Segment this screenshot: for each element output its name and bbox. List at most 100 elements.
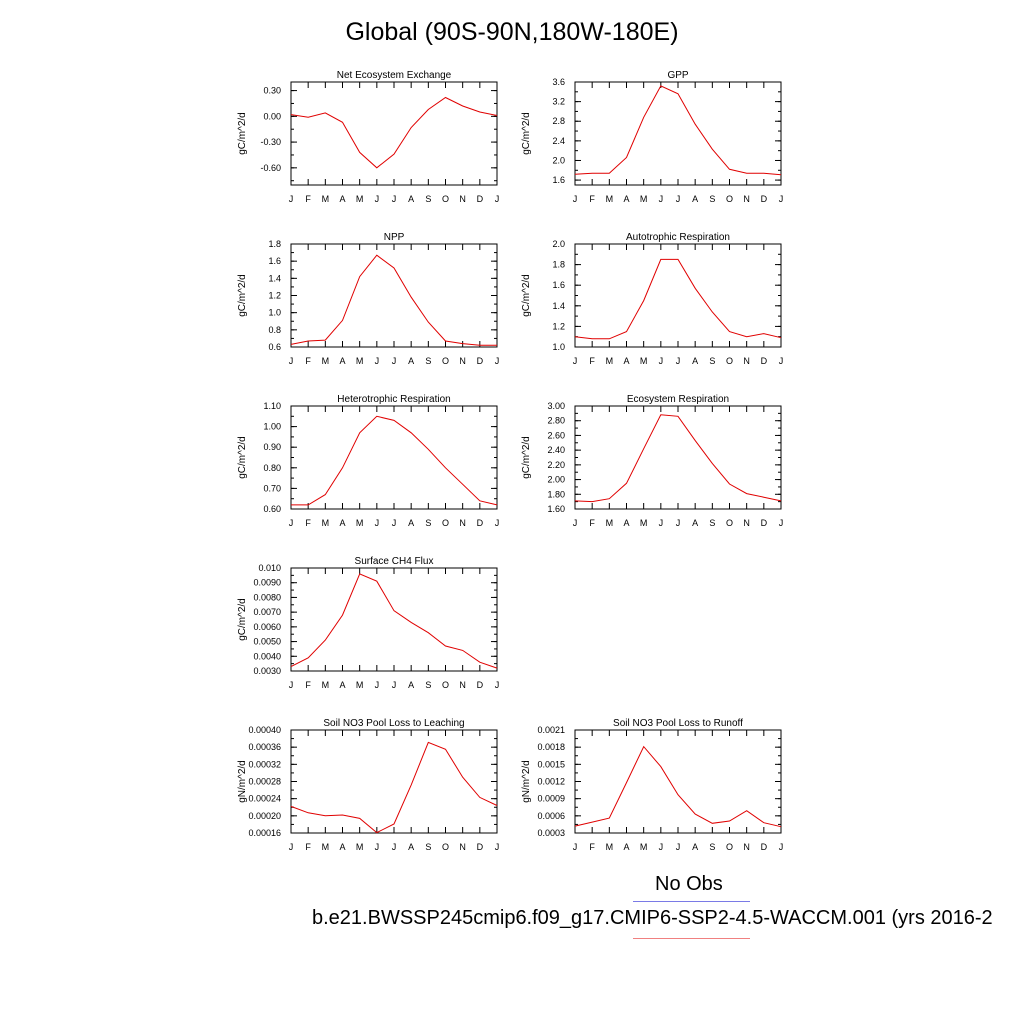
x-tick-label: A [408,518,414,528]
y-tick-label: 0.010 [258,563,281,573]
x-tick-label: D [477,194,484,204]
x-tick-label: D [761,842,768,852]
y-tick-label: 3.2 [552,97,565,107]
y-tick-label: 0.8 [268,325,281,335]
series-line-0 [291,415,498,506]
y-tick-label: 0.80 [263,463,281,473]
x-tick-label: A [692,842,698,852]
x-tick-label: M [640,194,648,204]
x-tick-label: S [425,842,431,852]
x-tick-label: A [339,842,345,852]
x-tick-label: J [495,842,500,852]
x-tick-label: M [356,194,364,204]
y-tick-label: 2.40 [547,445,565,455]
x-tick-label: A [339,680,345,690]
panel-title: NPP [384,232,405,243]
x-tick-label: A [408,842,414,852]
y-tick-label: 1.2 [552,321,565,331]
x-tick-label: J [495,518,500,528]
x-tick-label: A [623,518,629,528]
x-tick-label: S [709,842,715,852]
series-line-0 [290,96,498,169]
x-tick-label: J [676,356,681,366]
plot-frame [574,405,782,510]
y-axis-label: gC/m^2/d [237,112,248,155]
x-tick-label: F [305,356,311,366]
x-tick-label: A [339,194,345,204]
y-tick-label: 0.0060 [253,622,281,632]
x-tick-label: J [495,194,500,204]
x-tick-label: N [459,518,466,528]
x-tick-label: N [459,680,466,690]
x-tick-label: M [322,680,330,690]
x-tick-label: A [408,680,414,690]
x-tick-label: J [392,842,397,852]
y-tick-label: 1.4 [552,301,565,311]
x-tick-label: A [623,842,629,852]
x-tick-label: S [425,518,431,528]
x-tick-label: N [459,842,466,852]
y-tick-label: 0.00020 [248,811,281,821]
panel-title: GPP [667,70,688,81]
y-tick-label: 1.10 [263,401,281,411]
x-tick-label: D [477,842,484,852]
y-tick-label: 0.0090 [253,578,281,588]
y-tick-label: 0.6 [268,342,281,352]
x-tick-label: J [289,680,294,690]
x-tick-label: J [659,356,664,366]
x-tick-label: F [589,842,595,852]
x-tick-label: M [640,356,648,366]
x-tick-label: O [726,356,733,366]
x-tick-label: N [743,194,750,204]
x-tick-label: M [606,518,614,528]
y-tick-label: 0.0050 [253,637,281,647]
x-tick-label: M [606,356,614,366]
x-tick-label: N [743,842,750,852]
y-axis-label: gN/m^2/d [521,760,532,803]
y-tick-label: 0.0040 [253,651,281,661]
panel-8: Soil NO3 Pool Loss to Runoff gN/m^2/d J F M A… [521,718,783,852]
x-tick-label: A [408,194,414,204]
plot-frame [574,729,782,834]
x-tick-label: M [640,518,648,528]
y-tick-label: 3.6 [552,77,565,87]
y-axis-label: gC/m^2/d [521,112,532,155]
x-tick-label: D [761,194,768,204]
x-tick-label: S [709,356,715,366]
y-tick-label: 1.6 [552,280,565,290]
y-tick-label: 0.00028 [248,777,281,787]
page-title: Global (90S-90N,180W-180E) [345,18,679,46]
legend-case-label: b.e21.BWSSP245cmip6.f09_g17.CMIP6-SSP2-4… [312,907,993,929]
x-tick-label: M [640,842,648,852]
x-tick-label: A [408,356,414,366]
y-tick-label: 2.20 [547,460,565,470]
series-line-0 [290,741,498,834]
x-tick-label: J [573,518,578,528]
x-tick-label: N [459,356,466,366]
y-tick-label: 1.80 [547,489,565,499]
y-tick-label: 0.00016 [248,828,281,838]
x-tick-label: D [761,356,768,366]
x-tick-label: N [743,356,750,366]
x-tick-label: M [356,680,364,690]
x-tick-label: N [743,518,750,528]
y-tick-label: 0.70 [263,483,281,493]
x-tick-label: J [495,680,500,690]
y-axis-label: gC/m^2/d [521,436,532,479]
x-tick-label: J [289,518,294,528]
x-tick-label: J [573,842,578,852]
x-tick-label: D [477,518,484,528]
panel-title: Soil NO3 Pool Loss to Runoff [613,718,743,729]
x-tick-label: J [573,194,578,204]
legend-case-line [633,938,750,939]
x-tick-label: J [779,518,784,528]
y-tick-label: 0.0003 [537,828,565,838]
x-tick-label: J [659,842,664,852]
y-axis-label: gC/m^2/d [237,436,248,479]
x-tick-label: J [392,680,397,690]
y-tick-label: 1.0 [552,342,565,352]
x-tick-label: J [779,842,784,852]
